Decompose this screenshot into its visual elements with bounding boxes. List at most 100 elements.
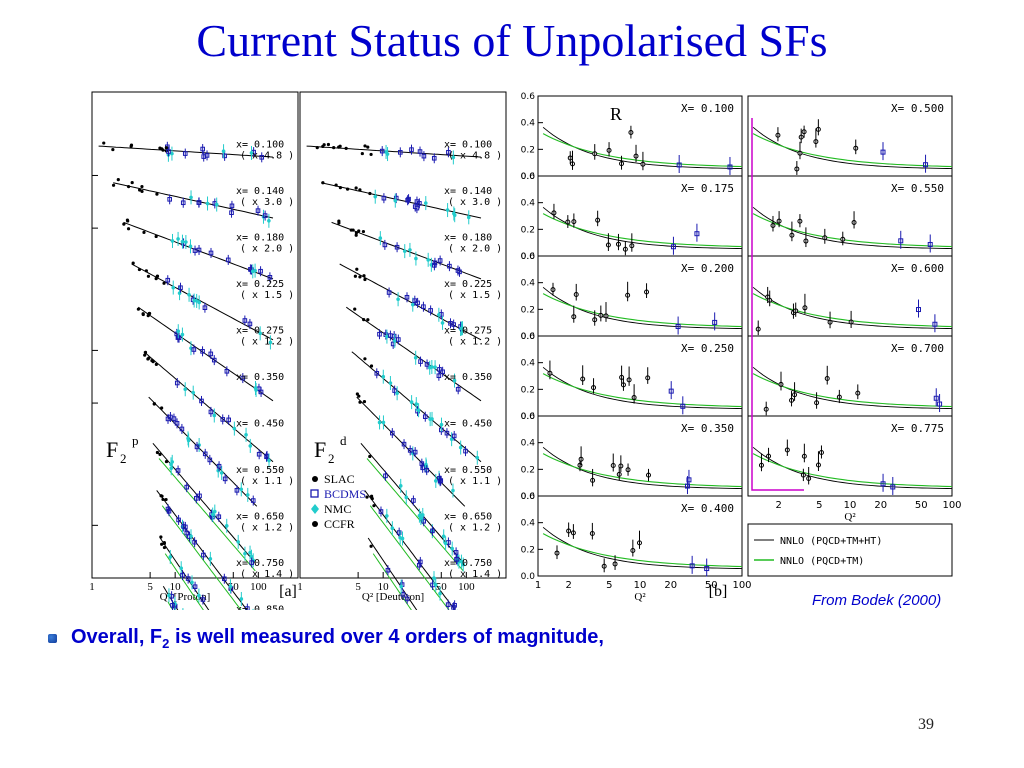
slac-point [362, 274, 366, 278]
slac-point [326, 142, 331, 147]
slac-point [154, 234, 158, 239]
slac-point [358, 188, 362, 192]
bin-label-x: x= 0.225 [236, 279, 284, 290]
bin-label-x: x= 0.180 [444, 232, 492, 243]
r-curve-green [542, 453, 743, 488]
r-bin-label: X= 0.500 [891, 102, 944, 115]
r-bin-label: X= 0.175 [681, 182, 734, 195]
x-tick-label-p: 50 [228, 581, 240, 593]
panel-label-a: [a] [279, 583, 297, 600]
bin-label-scale: ( x 1.2 ) [448, 336, 502, 347]
panel-b-r-plots: R 0.0 0.2 0.4 0.6 X= 0.100 0.0 0.2 0.4 0.6 X= 0.17… [521, 92, 962, 603]
bin-label-x: x= 0.275 [444, 325, 492, 336]
bin-label-x: x= 0.650 [236, 512, 284, 523]
bin-label-scale: ( x 3.0 ) [240, 197, 294, 208]
r-curve-ht [752, 366, 953, 410]
r-curve-green [752, 213, 953, 248]
r-y-tick-label: 0.4 [521, 519, 536, 529]
slac-point [351, 228, 355, 232]
r-y-tick-label: 0.4 [521, 279, 536, 289]
slac-point [357, 229, 361, 233]
sf-label: F [106, 437, 118, 462]
slide-title: Current Status of Unpolarised SFs [196, 15, 828, 66]
slac-point [146, 357, 150, 361]
r-y-tick-label: 0.6 [521, 412, 536, 422]
r-y-tick-label: 0.6 [521, 92, 536, 102]
r-legend-label-green: NNLO (PQCD+TM) [780, 556, 864, 567]
sf-label-sup: p [132, 433, 139, 448]
legend-label-slac: SLAC [324, 472, 355, 486]
r-curve-green [542, 213, 743, 248]
slac-point [162, 281, 166, 285]
slac-point [160, 406, 164, 410]
slac-point [355, 267, 359, 271]
bin-label-x: x= 0.140 [444, 186, 492, 197]
slac-point [158, 452, 162, 456]
slac-point [144, 269, 148, 273]
r-x-axis-label: Q² [634, 591, 646, 603]
slac-point [126, 184, 131, 189]
slac-point [141, 312, 145, 317]
r-y-tick-label: 0.2 [521, 225, 535, 235]
legend-label-ccfr: CCFR [324, 517, 355, 531]
slac-point [164, 146, 168, 150]
x-tick-label-d: 50 [436, 581, 448, 593]
x-tick-label-p: 1 [89, 581, 95, 593]
slac-point [162, 545, 167, 550]
slac-point [160, 147, 164, 151]
slac-point [362, 317, 366, 322]
r-curve-green [752, 133, 953, 168]
slac-point [369, 152, 373, 157]
slac-point [154, 362, 158, 366]
slac-point [345, 187, 350, 191]
x-tick-label-d: 100 [458, 581, 475, 593]
panel-label-b: [b] [709, 583, 728, 600]
bin-label-x: x= 0.650 [444, 512, 492, 523]
bin-label-scale: ( x 4.8 ) [240, 150, 294, 161]
slac-point [353, 307, 357, 311]
slac-point [142, 230, 146, 234]
slac-point [126, 227, 131, 231]
slac-point [363, 357, 367, 361]
r-x-axis-label-right: Q² [844, 511, 856, 523]
slac-point [355, 392, 359, 396]
f2-frame-d [299, 91, 507, 579]
slac-point [358, 275, 362, 279]
x-tick-label-d: 10 [378, 581, 390, 593]
legend-marker-bcdms [310, 489, 319, 498]
slac-point [369, 544, 373, 548]
slac-point [366, 145, 370, 149]
page-number: 39 [918, 716, 934, 733]
slac-point [370, 494, 374, 498]
f2-curve [152, 442, 256, 564]
f2-curve-green [158, 458, 256, 572]
slac-point [102, 141, 106, 145]
r-y-tick-label: 0.6 [521, 172, 536, 182]
bin-label-x: x= 0.180 [236, 232, 284, 243]
slac-point [344, 146, 348, 150]
slac-point [315, 146, 319, 150]
r-x-tick-label: 50 [705, 580, 718, 591]
slac-point [358, 400, 362, 404]
r-y-tick-label: 0.0 [521, 332, 536, 342]
bin-label-scale: ( x 1.4 ) [240, 569, 294, 580]
slac-point [354, 233, 358, 237]
r-curve-green [752, 373, 953, 408]
bin-label-x: x= 0.275 [236, 325, 284, 336]
r-bin-label: X= 0.100 [681, 102, 734, 115]
slac-point [365, 495, 369, 499]
legend-label-bcdms: BCDMS [324, 487, 366, 501]
r-curve-ht [752, 446, 953, 490]
r-y-tick-label: 0.0 [521, 492, 536, 502]
bullet-text-sub: 2 [162, 636, 170, 651]
slac-point [136, 307, 140, 311]
r-x-tick-label: 10 [634, 580, 647, 591]
slac-point [162, 540, 166, 545]
slac-point [155, 450, 160, 455]
slac-point [155, 274, 159, 278]
r-quantity-label: R [610, 104, 622, 124]
r-curve-green [542, 293, 743, 328]
bin-label-scale: ( x 1.2 ) [448, 523, 502, 534]
bin-label-scale: ( x 3.0 ) [448, 197, 502, 208]
